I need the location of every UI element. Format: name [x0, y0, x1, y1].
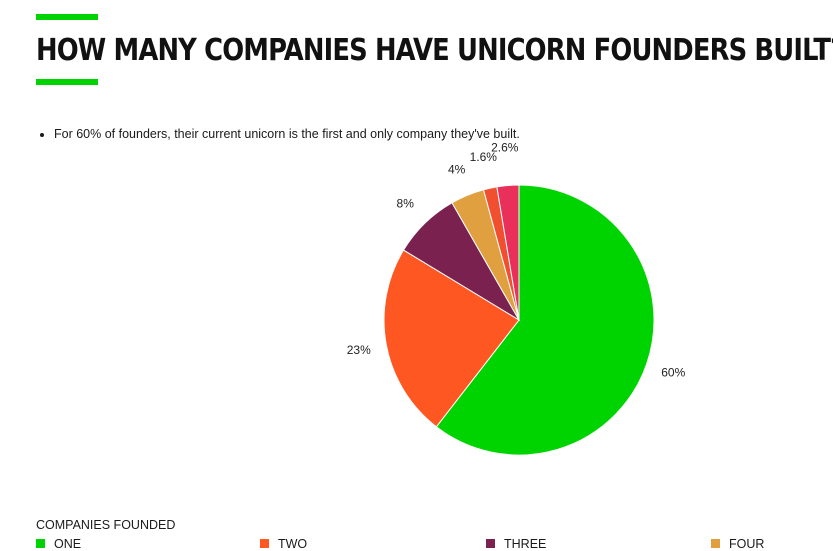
- legend-swatch: [711, 539, 720, 548]
- pie-slice-2: [383, 249, 520, 428]
- page-title: HOW MANY COMPANIES HAVE UNICORN FOUNDERS…: [36, 33, 833, 68]
- legend-item-four: FOUR: [711, 537, 764, 551]
- pie-slice-6: [496, 184, 520, 321]
- pie-slice-1: [435, 184, 655, 456]
- legend-swatch: [260, 539, 269, 548]
- legend-swatch: [36, 539, 45, 548]
- slice-label-5: 1.6%: [470, 150, 498, 164]
- legend-label: THREE: [504, 537, 547, 551]
- notes-list: For 60% of founders, their current unico…: [36, 126, 520, 142]
- slice-label-6: 2.6%: [491, 141, 519, 155]
- legend-item-two: TWO: [260, 537, 307, 551]
- legend-item-three: THREE: [486, 537, 546, 551]
- slice-label-4: 4%: [448, 162, 466, 176]
- legend-label: FOUR: [729, 537, 765, 551]
- title-accent-bar-top: [36, 14, 98, 20]
- slice-label-1: 60%: [661, 366, 685, 380]
- title-accent-bar-bottom: [36, 79, 98, 85]
- slice-label-3: 8%: [397, 196, 415, 210]
- legend-label: TWO: [278, 537, 308, 551]
- legend-swatch: [486, 539, 495, 548]
- legend-title: COMPANIES FOUNDED: [36, 518, 176, 532]
- pie-chart: 60% 23% 8% 4% 1.6%2.6%: [347, 141, 686, 456]
- legend-label: ONE: [54, 537, 82, 551]
- note-item: For 60% of founders, their current unico…: [54, 126, 520, 142]
- slice-label-2: 23%: [347, 343, 371, 357]
- legend: ONE TWO THREE FOUR: [36, 537, 816, 551]
- legend-item-one: ONE: [36, 537, 81, 551]
